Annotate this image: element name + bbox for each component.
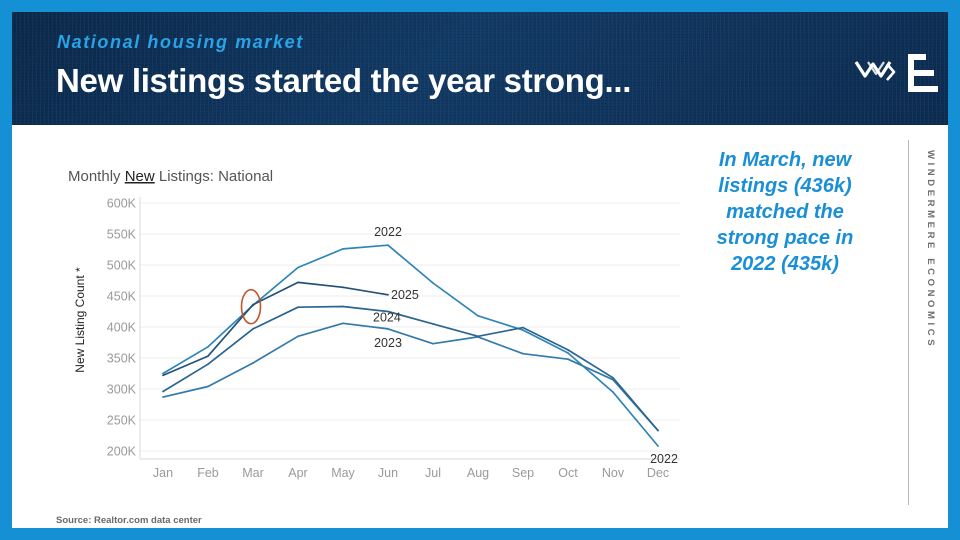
data-point-2022 [612,391,614,393]
data-point-2022 [162,372,164,375]
data-point-2025 [252,303,254,306]
series-label-2022: 2022 [374,225,402,239]
data-point-2022 [297,266,299,269]
data-point-2025 [162,374,164,377]
new-listings-line-chart: Monthly New Listings: National New Listi… [68,168,680,480]
x-tick-label: Jan [153,466,173,480]
x-tick-label: Jun [378,466,398,480]
data-point-2023 [252,362,254,364]
data-point-2023 [297,335,299,338]
data-point-2022 [657,445,659,447]
y-tick-label: 400K [107,321,137,335]
chart-title: Monthly New Listings: National [68,168,273,185]
x-tick-label: Feb [197,466,219,480]
data-point-2022 [342,247,344,250]
y-tick-label: 450K [107,290,137,304]
chart-title-part: Monthly [68,168,125,185]
data-point-2023 [342,322,344,325]
series-line-2023 [162,322,659,432]
chart-title-part: Listings: National [155,168,273,185]
axes: 200K 250K 300K 350K 400K 450K 500K 550K 600K Jan F… [107,197,680,480]
x-tick-label: Jul [425,466,441,480]
data-point-2024 [162,390,164,393]
data-point-2023 [567,358,569,361]
data-point-2024 [207,363,209,366]
x-tick-label: Aug [467,466,489,480]
data-point-2022 [477,314,479,317]
data-point-2025 [387,293,389,296]
windermere-w-logo-icon [854,61,896,81]
source-note: Source: Realtor.com data center [56,515,202,526]
y-tick-label: 350K [107,352,137,366]
series-labels: 2022 2022 2023 2024 2025 [373,225,678,466]
y-tick-label: 300K [107,383,137,397]
data-point-2022 [207,345,209,348]
y-axis-label: New Listing Count * [73,267,87,373]
data-point-2024 [297,306,299,309]
series-lines [162,244,659,447]
data-point-2022 [387,244,389,247]
sidebar-divider [908,140,909,505]
series-label-2022: 2022 [650,452,678,466]
data-point-2024 [522,326,524,329]
slide-subtitle: National housing market [57,32,304,52]
data-point-2024 [252,327,254,330]
data-point-2022 [432,282,434,284]
x-tick-label: Apr [288,466,307,480]
data-point-2024 [387,310,389,313]
y-tick-label: 550K [107,228,137,242]
slide-title: New listings started the year strong... [56,62,632,99]
data-point-2024 [657,429,659,432]
callout-text: In March, new listings (436k) matched th… [716,149,854,275]
x-tick-label: Mar [242,466,264,480]
data-point-2023 [207,385,209,388]
y-tick-label: 500K [107,259,137,273]
gridlines [140,202,680,452]
data-point-2022 [522,329,524,331]
series-line-2024 [162,305,659,432]
x-tick-label: May [331,466,355,480]
series-label-2024: 2024 [373,311,401,325]
series-label-2023: 2023 [374,336,402,350]
data-point-2024 [477,335,479,338]
data-point-2024 [342,305,344,308]
sidebar-brand-text: WINDERMERE ECONOMICS [925,150,936,350]
windermere-e-logo-icon [908,54,938,92]
x-tick-label: Nov [602,466,625,480]
march-highlight-ring [240,288,262,325]
x-tick-label: Oct [558,466,578,480]
y-tick-label: 250K [107,414,137,428]
data-point-2024 [432,323,434,325]
data-point-2025 [207,355,209,358]
series-label-2025: 2025 [391,288,419,302]
header-banner: National housing market New listings sta… [12,12,948,125]
data-point-2025 [342,286,344,289]
x-tick-label: Dec [647,466,669,480]
data-point-2024 [612,376,614,379]
data-point-2025 [297,281,299,284]
data-point-2024 [567,349,569,351]
chart-title-emphasis: New [125,168,155,185]
data-point-2022 [567,352,569,354]
y-tick-label: 200K [107,445,137,459]
x-tick-label: Sep [512,466,534,480]
y-tick-label: 600K [107,197,137,211]
series-line-2025 [162,281,389,377]
data-point-2023 [522,352,524,355]
data-point-2023 [432,342,434,345]
data-point-2023 [387,327,389,330]
data-point-2023 [162,396,164,398]
slide-frame: National housing market New listings sta… [12,12,948,528]
series-line-2022 [162,244,659,447]
